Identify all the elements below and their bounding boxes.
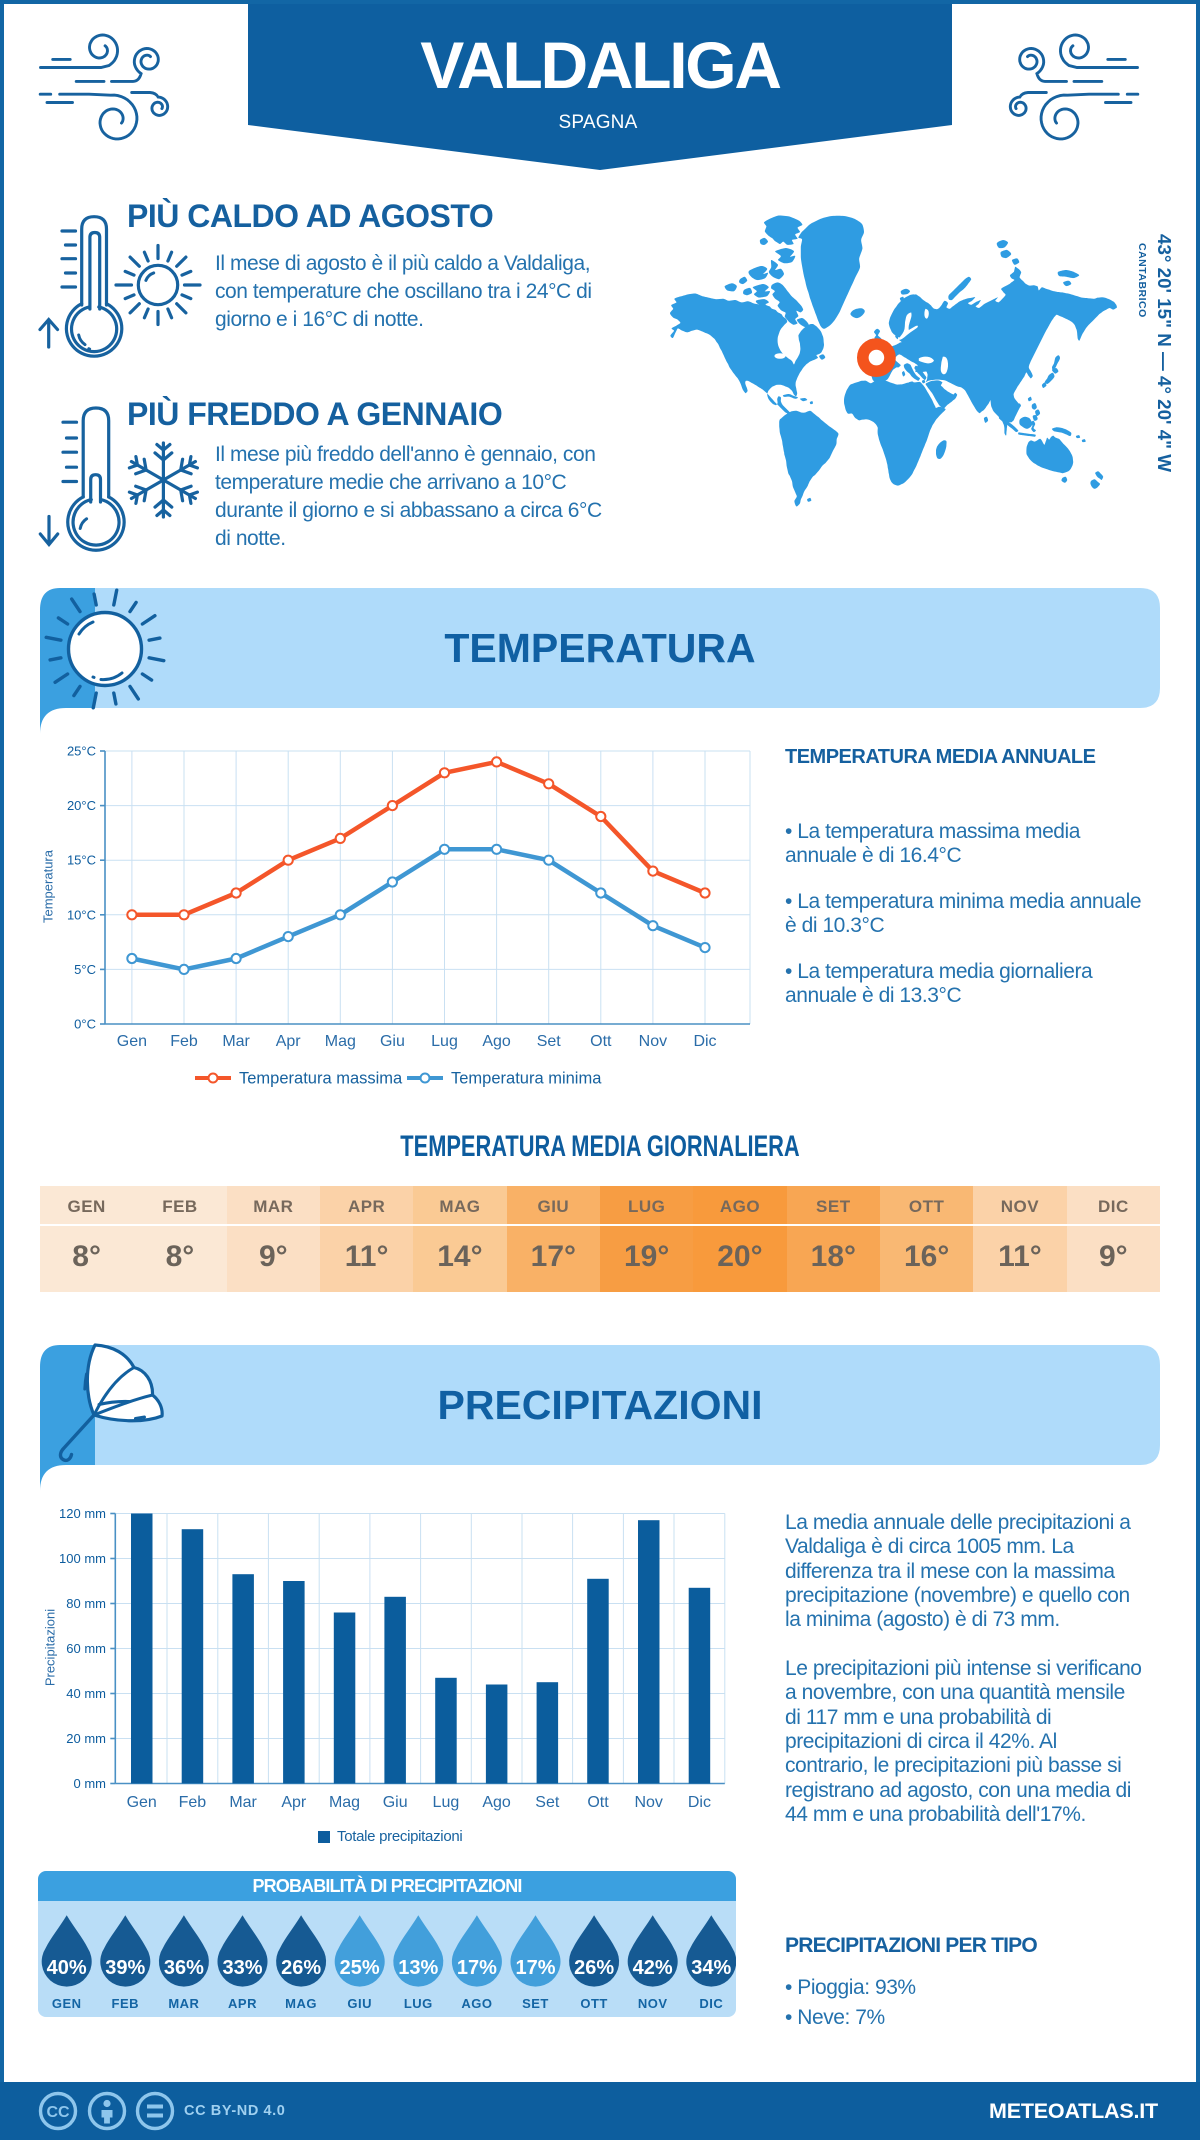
svg-text:OTT: OTT	[580, 1996, 608, 2011]
svg-text:Nov: Nov	[639, 1033, 667, 1050]
svg-text:LUG: LUG	[404, 1996, 433, 2011]
svg-text:5°C: 5°C	[74, 962, 96, 977]
svg-text:100 mm: 100 mm	[59, 1551, 106, 1566]
svg-text:Lug: Lug	[431, 1033, 458, 1050]
svg-text:FEB: FEB	[112, 1996, 140, 2011]
svg-text:Temperatura massima: Temperatura massima	[239, 1070, 403, 1088]
svg-text:39%: 39%	[105, 1957, 145, 1979]
svg-text:Feb: Feb	[179, 1794, 207, 1811]
svg-text:34%: 34%	[691, 1957, 731, 1979]
svg-text:Dic: Dic	[693, 1033, 716, 1050]
svg-text:AGO: AGO	[461, 1996, 492, 2011]
svg-text:13%: 13%	[398, 1957, 438, 1979]
svg-text:Set: Set	[537, 1033, 562, 1050]
svg-text:Set: Set	[535, 1794, 560, 1811]
svg-text:17%: 17%	[515, 1957, 555, 1979]
svg-text:0 mm: 0 mm	[74, 1776, 107, 1791]
svg-text:80 mm: 80 mm	[66, 1596, 106, 1611]
svg-text:Ago: Ago	[482, 1033, 511, 1050]
svg-text:Mag: Mag	[325, 1033, 356, 1050]
svg-text:Feb: Feb	[170, 1033, 198, 1050]
svg-text:Ago: Ago	[482, 1794, 511, 1811]
svg-text:20 mm: 20 mm	[66, 1731, 106, 1746]
svg-text:25%: 25%	[340, 1957, 380, 1979]
svg-text:Giu: Giu	[380, 1033, 405, 1050]
svg-text:Apr: Apr	[276, 1033, 302, 1050]
svg-text:Temperatura minima: Temperatura minima	[451, 1070, 602, 1088]
svg-text:Apr: Apr	[281, 1794, 307, 1811]
svg-text:60 mm: 60 mm	[66, 1641, 106, 1656]
svg-text:0°C: 0°C	[74, 1017, 96, 1032]
svg-text:GIU: GIU	[347, 1996, 372, 2011]
svg-text:40 mm: 40 mm	[66, 1686, 106, 1701]
svg-text:25°C: 25°C	[67, 744, 96, 759]
svg-text:Ott: Ott	[587, 1794, 609, 1811]
svg-text:33%: 33%	[222, 1957, 262, 1979]
svg-text:40%: 40%	[47, 1957, 87, 1979]
svg-text:Dic: Dic	[688, 1794, 711, 1811]
svg-text:Nov: Nov	[634, 1794, 662, 1811]
svg-text:DIC: DIC	[699, 1996, 723, 2011]
svg-text:MAG: MAG	[285, 1996, 317, 2011]
svg-text:Gen: Gen	[127, 1794, 157, 1811]
svg-text:SET: SET	[522, 1996, 549, 2011]
svg-text:10°C: 10°C	[67, 907, 96, 922]
svg-text:Mag: Mag	[329, 1794, 360, 1811]
svg-text:26%: 26%	[281, 1957, 321, 1979]
svg-text:NOV: NOV	[638, 1996, 668, 2011]
svg-text:17%: 17%	[457, 1957, 497, 1979]
svg-text:Giu: Giu	[383, 1794, 408, 1811]
svg-text:15°C: 15°C	[67, 853, 96, 868]
svg-text:36%: 36%	[164, 1957, 204, 1979]
svg-text:Mar: Mar	[222, 1033, 250, 1050]
svg-text:42%: 42%	[633, 1957, 673, 1979]
svg-text:GEN: GEN	[52, 1996, 82, 2011]
svg-text:APR: APR	[228, 1996, 257, 2011]
svg-text:Mar: Mar	[229, 1794, 257, 1811]
svg-text:CC: CC	[46, 2104, 70, 2121]
svg-text:20°C: 20°C	[67, 798, 96, 813]
svg-text:MAR: MAR	[168, 1996, 199, 2011]
svg-text:Lug: Lug	[433, 1794, 460, 1811]
svg-text:Ott: Ott	[590, 1033, 612, 1050]
svg-text:Gen: Gen	[117, 1033, 147, 1050]
svg-text:120 mm: 120 mm	[59, 1506, 106, 1521]
svg-text:26%: 26%	[574, 1957, 614, 1979]
